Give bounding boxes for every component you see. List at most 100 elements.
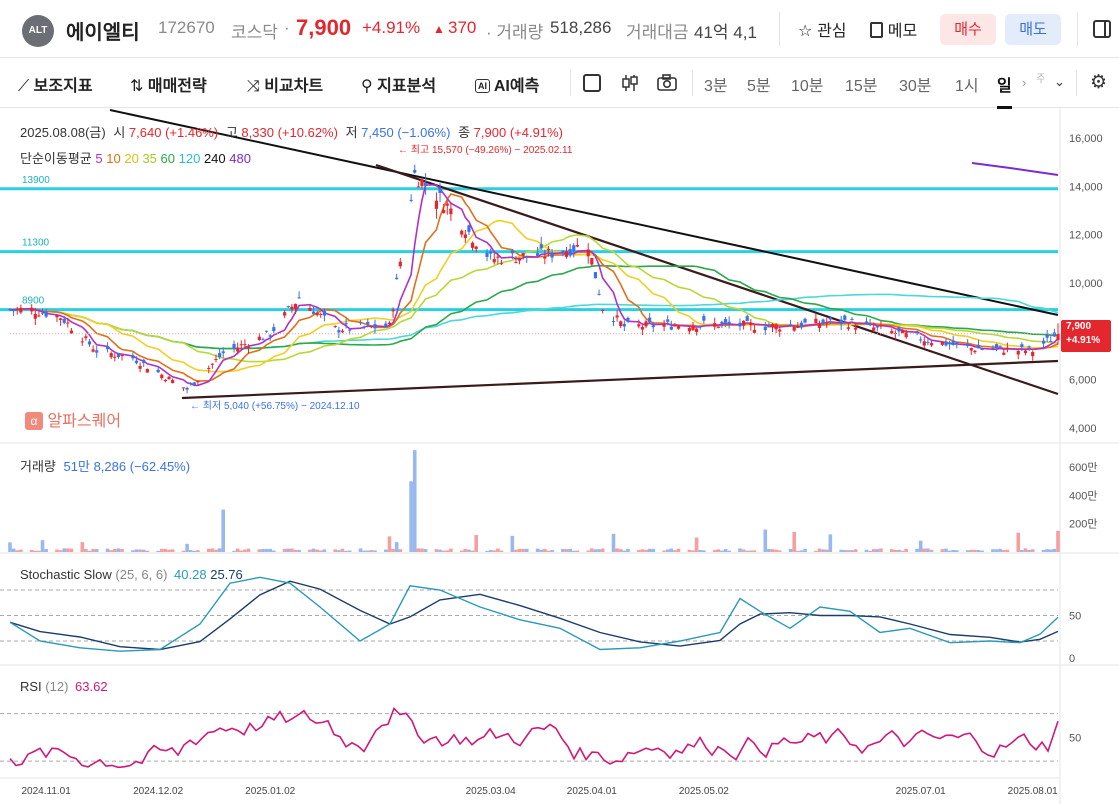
volume-bar [163, 548, 168, 552]
candle-body [58, 318, 63, 320]
volume-bar [694, 537, 699, 552]
camera-icon[interactable] [657, 74, 677, 97]
tf-daily[interactable]: 일 [997, 72, 1012, 109]
candle-body [438, 188, 442, 194]
chevron-down-icon[interactable]: ⌄ [1054, 74, 1065, 89]
candle-body [109, 353, 113, 358]
candle-body [297, 297, 301, 299]
volume-bar [687, 549, 692, 552]
volume-legend: 거래량 51만 8,286 (−62.45%) [20, 456, 190, 475]
volume-bar [767, 548, 771, 552]
candle-body [872, 327, 876, 331]
tf-15min[interactable]: 15분 [845, 78, 878, 95]
volume-bar [1005, 549, 1010, 552]
watch-button[interactable]: ☆ 관심 [798, 17, 847, 41]
volume-bar [615, 548, 619, 552]
chart-canvas[interactable]: 4,0006,0008,00010,00012,00014,00016,000 … [0, 108, 1119, 804]
volume-bar [340, 548, 345, 552]
volume-bar [575, 550, 580, 552]
volume-bar [485, 550, 489, 552]
volume-bar [1020, 549, 1024, 552]
alphasquare-watermark: α 알파스퀘어 [25, 407, 121, 431]
candle-body [698, 325, 702, 327]
scroll-right-icon[interactable]: › [1022, 75, 1027, 90]
candle-body [561, 250, 565, 253]
memo-button[interactable]: 메모 [870, 17, 917, 41]
volume-bar [846, 550, 851, 552]
candle-body [615, 315, 619, 318]
strategy-button[interactable]: ⇅ 매매전략 [130, 72, 207, 96]
compare-button[interactable]: ⤨ 비교차트 [247, 72, 323, 96]
date-tick-label: 2025.04.01 [567, 786, 617, 797]
volume-bar [716, 549, 721, 552]
volume-bar [723, 549, 728, 552]
volume-bar [817, 548, 822, 552]
volume-bar [564, 549, 569, 552]
candle-body [868, 323, 872, 325]
divider [570, 70, 571, 96]
support-line-label: 13900 [22, 175, 50, 186]
candle-body [843, 315, 847, 320]
volume-bar [915, 548, 919, 552]
indicator-button[interactable]: ⟋ 보조지표 [18, 72, 93, 96]
candle-body [485, 252, 489, 257]
open-label: 시 [113, 125, 126, 140]
sell-button[interactable]: 매도 [1005, 14, 1061, 45]
tf-10min[interactable]: 10분 [791, 78, 824, 95]
stock-name[interactable]: 에이엘티 [66, 22, 140, 44]
tf-1hour[interactable]: 1시 [955, 78, 979, 95]
candle-body [687, 328, 691, 332]
buy-button[interactable]: 매수 [940, 14, 996, 45]
candle-type-icon[interactable] [621, 74, 639, 97]
ai-predict-label: AI예측 [493, 78, 540, 95]
volume-bar [290, 548, 294, 552]
volume-bar [821, 549, 825, 552]
candle-body [890, 330, 894, 334]
candle-body [774, 324, 778, 330]
candle-body [901, 330, 905, 334]
volume-bar [517, 548, 522, 552]
ma-legend[interactable]: 단순이동평균 5 10 20 35 60 120 240 480 [20, 148, 251, 167]
candle-body [37, 315, 41, 317]
volume-bar [824, 549, 829, 552]
volume-bar [665, 549, 670, 552]
tf-3min[interactable]: 3분 [704, 78, 728, 95]
candle-body [590, 257, 594, 265]
candle-body [1031, 351, 1035, 357]
candle-body [210, 363, 214, 365]
close-label: 종 [458, 125, 471, 140]
volume-bar [293, 549, 298, 552]
date-axis: 2024.11.01 2024.12.02 2025.01.02 2025.03.04… [21, 786, 1058, 797]
volume-bar [412, 450, 417, 552]
volume-bar [586, 550, 591, 552]
candle-body [622, 323, 626, 327]
candle-body [778, 329, 782, 332]
candle-body [246, 346, 251, 348]
candle-body [366, 321, 370, 325]
ai-predict-button[interactable]: AI AI예측 [475, 72, 539, 96]
volume-bar [618, 549, 623, 552]
volume-bar [120, 548, 124, 552]
ma-120: 120 [178, 151, 201, 166]
candle-body [1016, 350, 1020, 355]
candle-body [420, 179, 424, 187]
volume-bar [702, 550, 706, 552]
volume-bar [926, 548, 930, 552]
volume-bar [474, 535, 478, 552]
candle-body [1049, 340, 1053, 342]
tf-30min[interactable]: 30분 [899, 78, 932, 95]
candle-body [919, 339, 923, 341]
tf-5min[interactable]: 5분 [747, 78, 771, 95]
volume-value: 518,286 [550, 18, 612, 37]
square-draw-icon[interactable] [583, 74, 601, 92]
candle-body [369, 326, 373, 328]
sidebar-toggle-icon[interactable] [1093, 20, 1111, 38]
volume-bar [87, 550, 92, 552]
volume-bar [463, 548, 468, 552]
candle-body [105, 346, 110, 350]
analysis-button[interactable]: ⚲ 지표분석 [361, 72, 436, 96]
tf-weekly-partial[interactable]: 주 [1036, 73, 1044, 85]
ma-line-5 [9, 184, 1059, 387]
settings-gear-icon[interactable]: ⚙ [1090, 72, 1108, 93]
candle-body [597, 293, 601, 295]
